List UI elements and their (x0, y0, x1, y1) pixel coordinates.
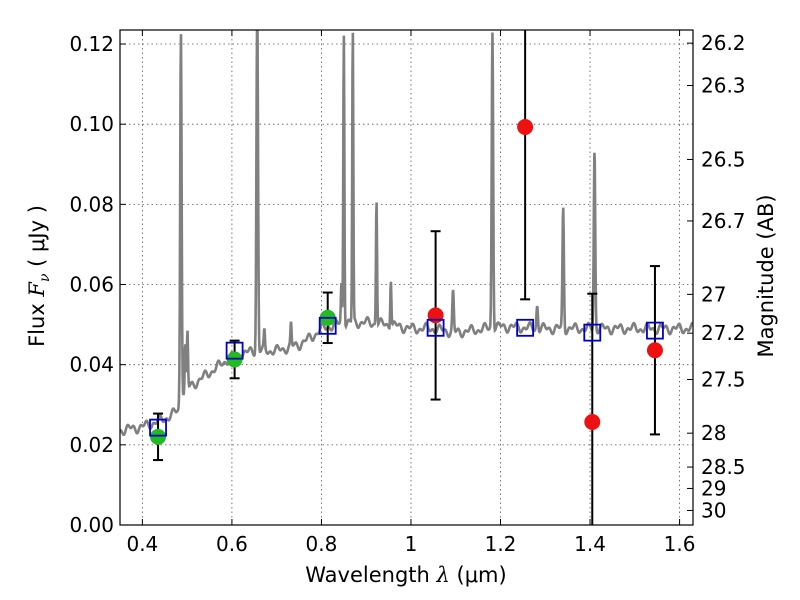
observed-flux-point (584, 413, 601, 430)
y-tick-label: 0.04 (69, 353, 114, 377)
x-tick-label: 0.4 (126, 532, 158, 556)
y2-tick-label: 27 (701, 282, 726, 306)
x-axis-ticks: 0.4 0.6 0.8 1 1.2 1.4 1.6 (126, 30, 695, 556)
y2-tick-label: 30 (701, 498, 726, 522)
x-axis-title: Wavelength λ (μm) (305, 563, 506, 587)
y2-tick-label: 28.5 (701, 455, 746, 479)
grid-lines (120, 30, 693, 526)
model-photometry-square (516, 318, 535, 337)
x-tick-label: 0.6 (216, 532, 248, 556)
y-axis-title: Flux Fν ( μJy ) (25, 205, 53, 347)
y-axis-ticks: 0.00 0.02 0.04 0.06 0.08 0.10 0.12 (69, 32, 126, 537)
model-photometry-square (426, 318, 445, 337)
y2-tick-label: 26.5 (701, 147, 746, 171)
observed-flux-point (150, 428, 167, 445)
error-bars (153, 30, 660, 525)
model-photometry-square (149, 418, 167, 437)
y-tick-label: 0.02 (69, 433, 114, 457)
y2-tick-label: 26.2 (701, 31, 746, 55)
y-tick-label: 0.12 (69, 32, 114, 56)
y2-tick-label: 29 (701, 476, 726, 500)
x-tick-label: 1.4 (574, 532, 606, 556)
model-photometry-square (318, 316, 337, 335)
y2-tick-label: 28 (701, 421, 726, 445)
observed-flux-point (517, 118, 534, 135)
y-tick-label: 0.08 (69, 192, 114, 216)
plot-frame (119, 29, 694, 526)
model-photometry-square (646, 321, 664, 340)
x-tick-label: 1.2 (485, 532, 517, 556)
observed-flux-point (646, 342, 663, 359)
y2-axis-title: Magnitude (AB) (754, 194, 778, 357)
y2-tick-label: 26.3 (701, 74, 746, 98)
model-photometry-square (583, 323, 602, 342)
x-tick-label: 1.6 (664, 532, 696, 556)
data-points (149, 118, 664, 445)
y-tick-label: 0.06 (69, 273, 114, 297)
x-tick-label: 0.8 (306, 532, 338, 556)
y2-tick-label: 27.5 (701, 367, 746, 391)
y2-tick-label: 26.7 (701, 209, 746, 233)
x-tick-label: 1 (405, 532, 418, 556)
y2-tick-label: 27.2 (701, 321, 746, 345)
model-spectrum-line (120, 30, 693, 437)
y-tick-label: 0.00 (69, 513, 114, 537)
model-photometry-square (225, 341, 244, 360)
y-tick-label: 0.10 (69, 112, 114, 136)
